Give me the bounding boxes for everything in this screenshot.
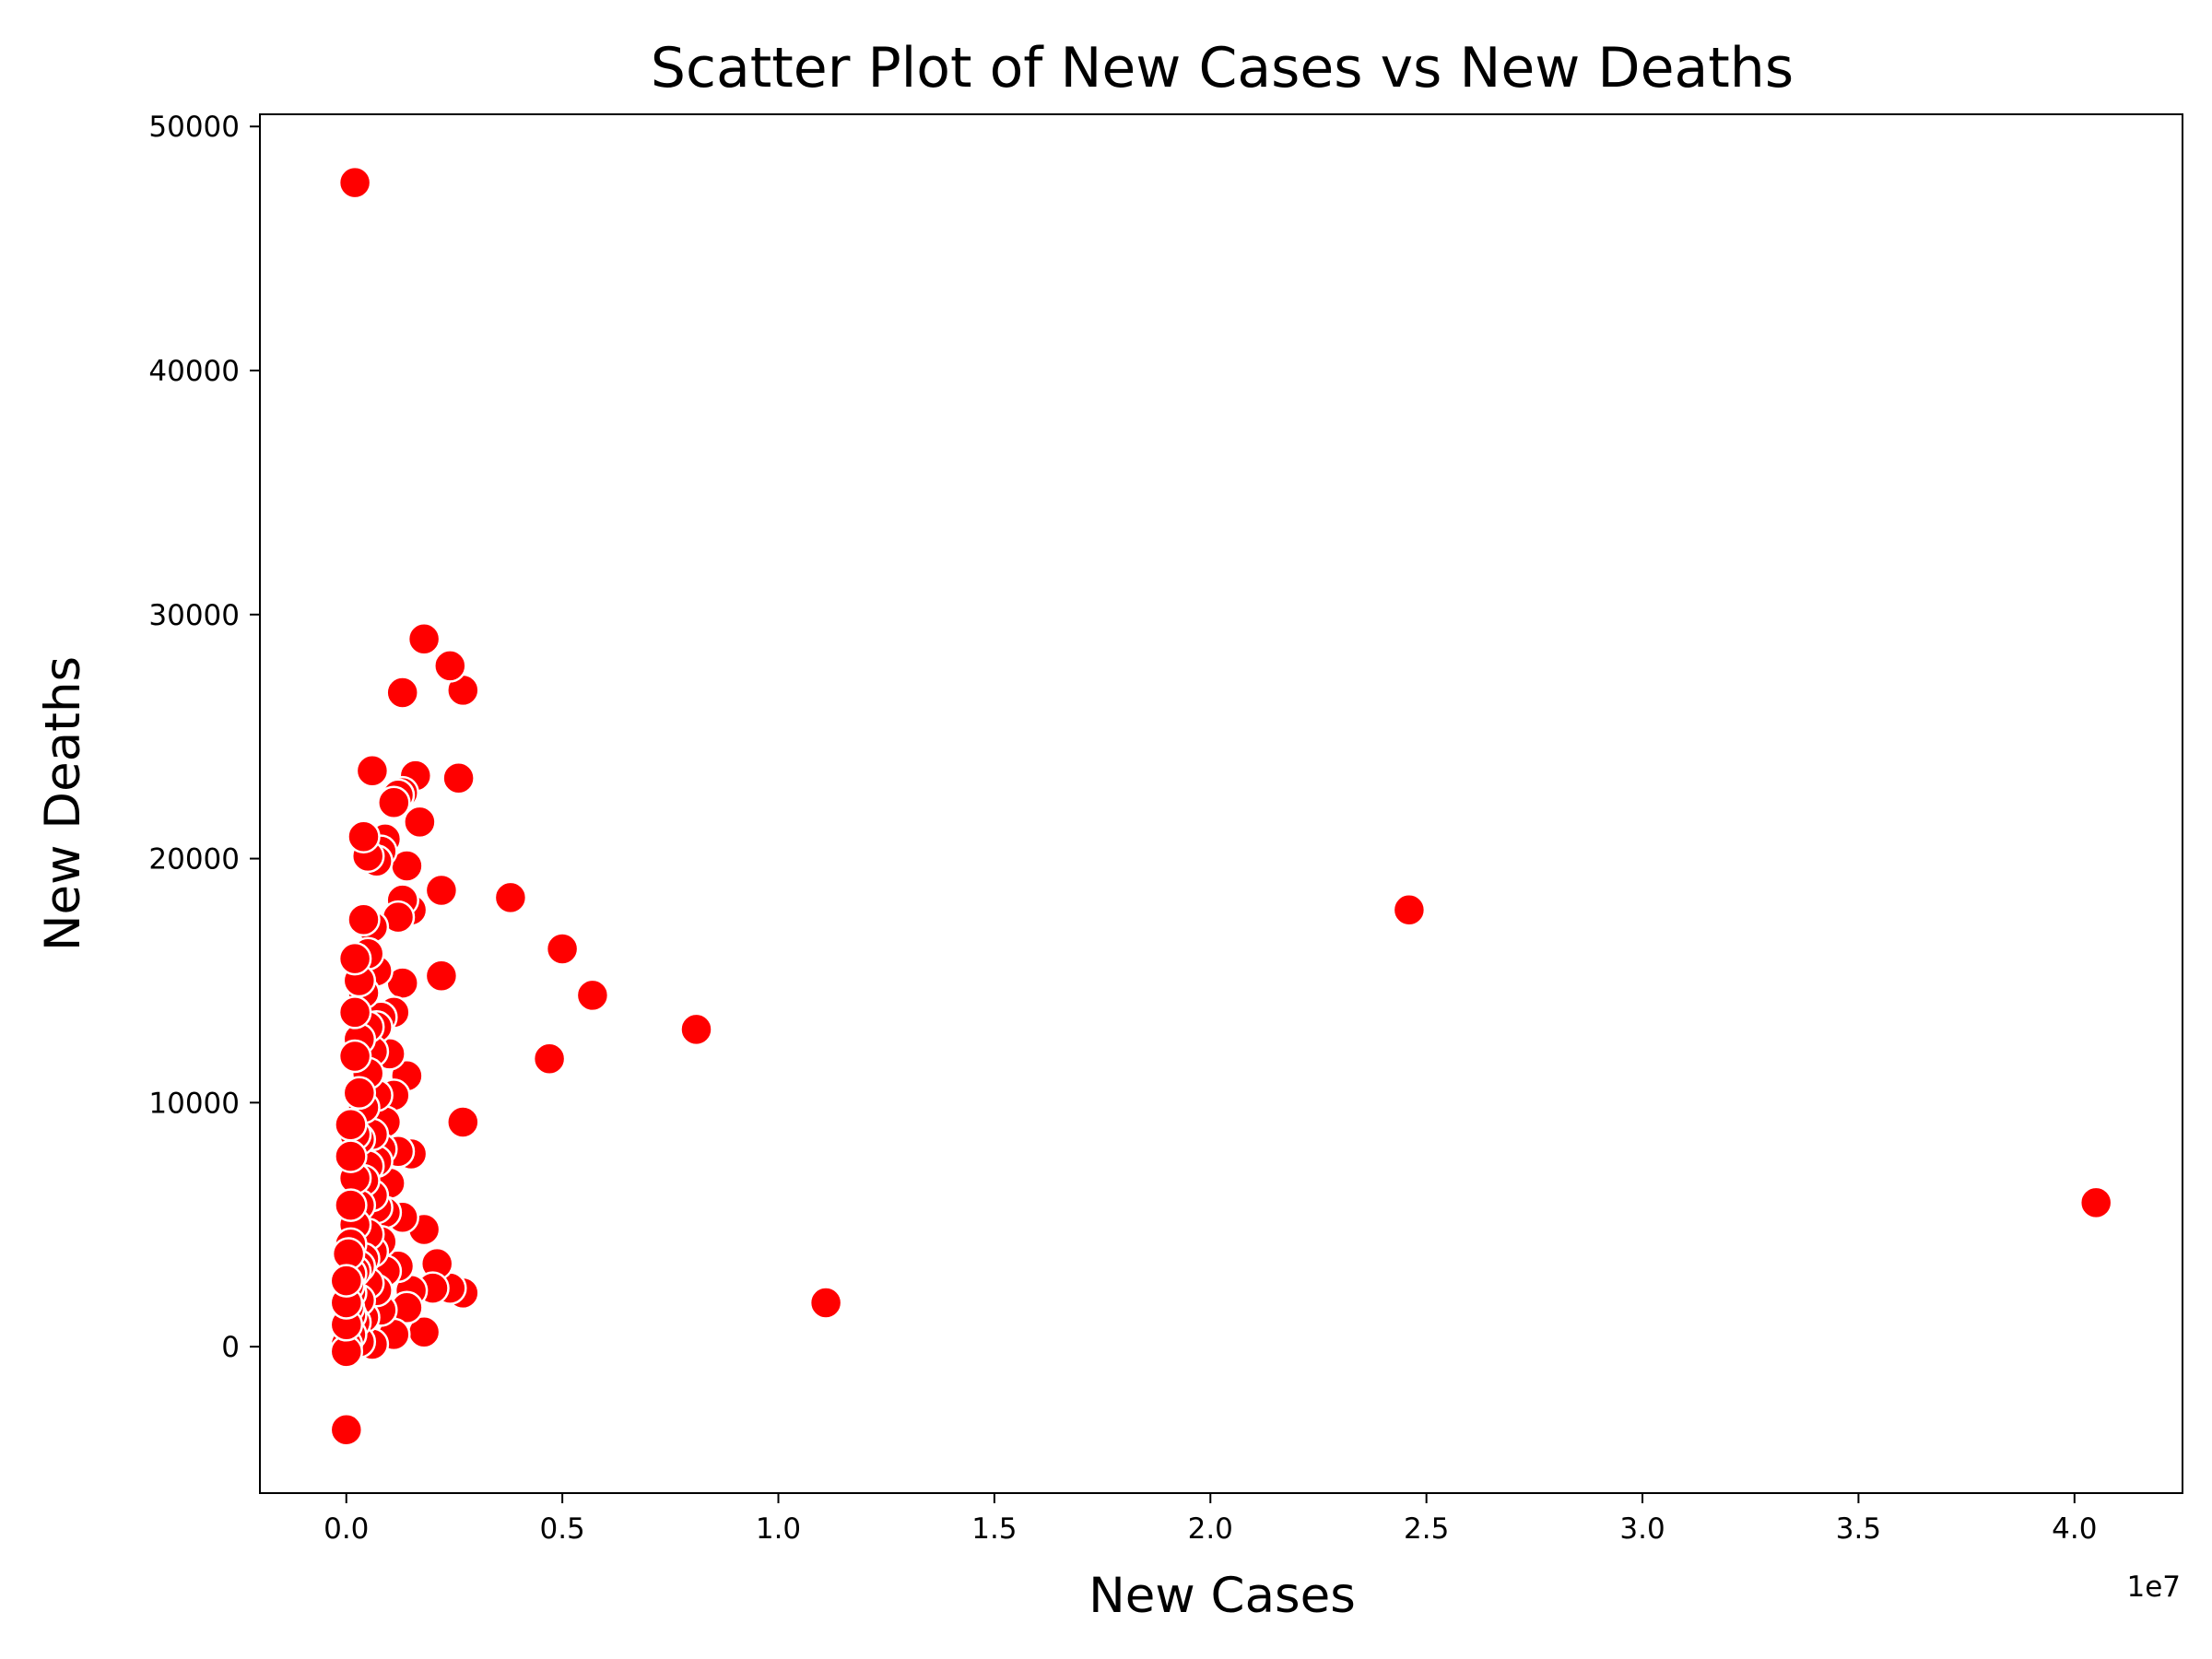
- scatter-point-61: [355, 754, 390, 788]
- scatter-point-8: [493, 880, 528, 915]
- scatter-point-3: [808, 1286, 843, 1320]
- x-tick-label: 1.0: [756, 1512, 801, 1546]
- scatter-point-19: [406, 622, 441, 656]
- scatter-point-39: [377, 785, 411, 819]
- y-tick-label: 50000: [148, 111, 240, 144]
- scatter-point-98: [334, 1107, 368, 1142]
- x-axis-offset-label: 1e7: [2126, 1571, 2181, 1604]
- scatter-point-12: [441, 760, 476, 795]
- scatter-point-75: [347, 819, 381, 853]
- scatter-point-7: [532, 1041, 567, 1076]
- scatter-point-10: [446, 1105, 480, 1139]
- scatter-point-0: [337, 165, 372, 200]
- points-layer: [329, 165, 2113, 1447]
- y-tick-label: 40000: [148, 355, 240, 388]
- x-tick-label: 2.0: [1188, 1512, 1233, 1546]
- x-tick-label: 1.5: [971, 1512, 1017, 1546]
- scatter-point-2: [1392, 892, 1427, 927]
- scatter-point-91: [337, 995, 372, 1030]
- y-axis-label: New Deaths: [35, 656, 91, 951]
- scatter-point-5: [575, 978, 610, 1013]
- x-axis-ticks: 0.0 0.5 1.0 1.5 2.0 2.5 3.0 3.5 4.0: [324, 1493, 2097, 1546]
- scatter-point-16: [424, 959, 459, 993]
- scatter-point-99: [334, 1139, 368, 1173]
- x-tick-label: 0.0: [324, 1512, 369, 1546]
- scatter-point-100: [334, 1188, 368, 1222]
- x-tick-label: 4.0: [2052, 1512, 2097, 1546]
- scatter-point-30: [385, 676, 419, 710]
- y-tick-label: 10000: [148, 1087, 240, 1120]
- y-axis-ticks: 0 10000 20000 30000 40000 50000: [148, 111, 260, 1364]
- scatter-point-15: [424, 873, 459, 908]
- scatter-point-114: [329, 1264, 364, 1298]
- x-tick-label: 2.5: [1404, 1512, 1449, 1546]
- plot-frame: [259, 113, 2183, 1494]
- y-tick-label: 30000: [148, 599, 240, 632]
- scatter-point-4: [679, 1012, 713, 1047]
- scatter-point-92: [337, 1039, 372, 1074]
- x-tick-label: 3.5: [1836, 1512, 1881, 1546]
- scatter-point-1: [2078, 1185, 2113, 1220]
- scatter-point-84: [342, 1076, 377, 1111]
- x-axis-label: New Cases: [1088, 1568, 1356, 1624]
- scatter-point-90: [337, 941, 372, 976]
- scatter-point-13: [433, 649, 467, 683]
- scatter-point-6: [545, 932, 580, 966]
- chart-title: Scatter Plot of New Cases vs New Deaths: [651, 36, 1794, 100]
- y-tick-label: 20000: [148, 843, 240, 877]
- scatter-point-76: [347, 902, 381, 937]
- scatter-point-22: [403, 805, 437, 840]
- scatter-point-111: [329, 1412, 364, 1447]
- x-tick-label: 3.0: [1619, 1512, 1665, 1546]
- y-tick-label: 0: [221, 1331, 240, 1364]
- x-tick-label: 0.5: [539, 1512, 584, 1546]
